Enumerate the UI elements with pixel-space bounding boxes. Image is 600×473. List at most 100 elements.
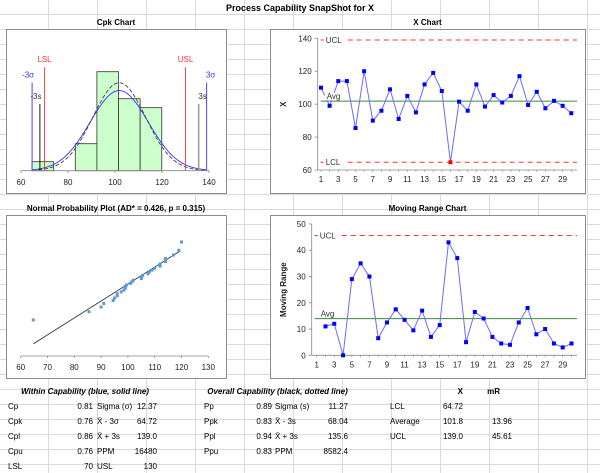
x-chart[interactable]: [270, 29, 586, 194]
avg-label-bg: [324, 93, 342, 101]
data-point: [420, 308, 425, 313]
limits-label: UCL: [390, 432, 407, 441]
probability-point: [122, 288, 126, 292]
x-tick-label: 60: [16, 363, 25, 372]
within-label-2: USL: [97, 462, 113, 471]
y-axis-label: X: [279, 101, 288, 107]
data-point: [455, 256, 460, 261]
probability-point: [163, 259, 167, 263]
data-point: [362, 69, 367, 74]
ucl-label: UCL: [326, 36, 343, 45]
probability-point: [153, 266, 157, 270]
probability-point: [180, 240, 183, 244]
data-point: [474, 82, 479, 87]
within-label: Cpl: [8, 432, 21, 441]
data-point: [353, 126, 358, 131]
limits-x-value: 101.8: [442, 417, 463, 426]
spec-label: 3σ: [206, 71, 215, 80]
data-point: [396, 116, 401, 121]
x-tick-label: 19: [470, 360, 479, 369]
data-line: [320, 71, 572, 163]
data-point: [422, 82, 427, 87]
within-value: 0.76: [77, 417, 93, 426]
overall-header: Overall Capability (black, dotted line): [207, 387, 348, 396]
x-chart-title: X Chart: [413, 18, 442, 27]
limits-x-value: 64.72: [442, 402, 463, 411]
data-point: [560, 345, 565, 350]
probability-point: [123, 286, 127, 290]
overall-label: Pp: [204, 402, 214, 411]
fit-line: [33, 250, 181, 345]
x-tick-label: 100: [121, 363, 135, 372]
overall-value: 0.83: [256, 417, 272, 426]
y-tick-label: 60: [303, 166, 312, 175]
x-tick-label: 13: [418, 360, 427, 369]
probability-point: [102, 301, 106, 305]
data-point: [499, 341, 504, 346]
data-point: [525, 306, 530, 311]
within-label-2: X̄ + 3s: [97, 432, 120, 441]
moving-range-chart[interactable]: [270, 215, 586, 379]
data-point: [457, 99, 462, 104]
probability-point: [87, 310, 91, 314]
data-point: [551, 341, 556, 346]
x-tick-label: 80: [70, 363, 79, 372]
x-tick-label: 90: [97, 363, 106, 372]
histogram-bar: [118, 98, 141, 172]
probability-point: [123, 285, 127, 289]
probability-point: [171, 253, 175, 257]
data-point: [370, 118, 375, 123]
x-tick-label: 21: [489, 175, 498, 184]
data-line: [325, 240, 572, 356]
within-label: LSL: [8, 462, 23, 471]
data-point: [465, 108, 470, 113]
spec-label: USL: [178, 55, 194, 64]
data-point: [472, 309, 477, 314]
limits-label: LCL: [390, 402, 405, 411]
mr-chart-title: Moving Range Chart: [388, 204, 467, 213]
x-tick-label: 19: [472, 175, 481, 184]
within-value: 70: [84, 462, 93, 471]
spec-label: LSL: [37, 55, 52, 64]
data-point: [405, 93, 410, 98]
data-point: [344, 79, 349, 84]
y-tick-label: 0: [301, 351, 306, 360]
data-point: [500, 100, 505, 105]
data-point: [413, 110, 418, 115]
page-title: Process Capability SnapShot for X: [225, 3, 375, 13]
data-point: [491, 93, 496, 98]
within-header: Within Capability (blue, solid line): [21, 387, 149, 396]
data-point: [508, 93, 513, 98]
y-tick-label: 80: [303, 133, 312, 142]
x-tick-label: 100: [108, 178, 122, 187]
probability-point: [31, 318, 35, 322]
x-tick-label: 7: [367, 360, 372, 369]
y-tick-label: 50: [297, 220, 306, 229]
data-point: [481, 316, 486, 321]
overall-value: 0.83: [256, 447, 272, 456]
data-point: [516, 320, 521, 325]
probability-point: [139, 275, 143, 279]
data-point: [411, 328, 416, 333]
probability-point: [163, 257, 167, 261]
x-tick-label: 140: [202, 178, 216, 187]
data-point: [388, 87, 393, 92]
probability-point: [158, 262, 162, 266]
data-point: [507, 342, 512, 347]
histogram-bar: [74, 143, 98, 172]
probability-point: [115, 294, 119, 298]
x-tick-label: 15: [435, 360, 444, 369]
x-tick-label: 60: [17, 178, 26, 187]
spec-label: 3s: [198, 92, 206, 101]
x-tick-label: 27: [541, 175, 550, 184]
overall-value-2: 8582.4: [323, 447, 348, 456]
probability-point: [119, 290, 123, 294]
x-tick-label: 3: [336, 175, 341, 184]
within-label: Cpu: [8, 447, 23, 456]
limits-x-header: X: [457, 387, 463, 396]
x-tick-label: 29: [558, 360, 567, 369]
probability-point: [111, 299, 115, 303]
x-tick-label: 120: [155, 178, 169, 187]
y-tick-label: 30: [297, 272, 306, 281]
within-label-2: X̄ - 3σ: [97, 417, 119, 426]
